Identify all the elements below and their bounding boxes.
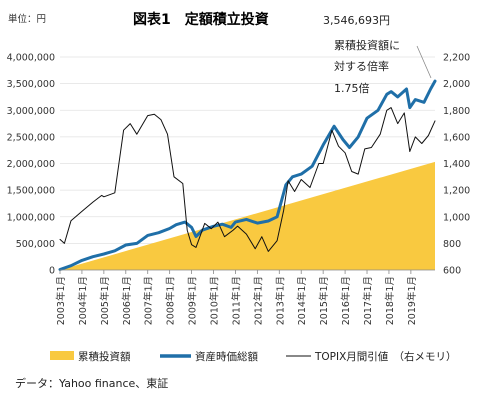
y-right-tick-label: 1,600 [443,132,470,143]
y-left-tick-label: 3,000,000 [7,106,55,117]
right-axis: 600 800 1,000 1,200 1,400 1,600 1,800 2,000 2,20… [443,53,470,277]
y-left-tick-label: 0 [49,266,55,277]
legend: 累積投資額 資産時価総額 TOPIX月間引値 （右メモリ） [50,350,457,363]
chart-title: 図表1 定額積立投資 [133,11,269,28]
y-right-tick-label: 2,000 [443,79,470,90]
y-left-tick-label: 500,000 [16,239,55,250]
x-tick-label: 2016年1月 [340,276,352,325]
x-tick-label: 2004年1月 [77,276,89,325]
y-right-tick-label: 1,200 [443,186,470,197]
y-right-tick-label: 2,200 [443,53,470,64]
x-tick-label: 2018年1月 [384,276,396,325]
series-asset-value-line [58,79,437,271]
x-tick-label: 2008年1月 [165,276,177,325]
y-left-tick-label: 1,500,000 [7,186,55,197]
y-left-tick-label: 3,500,000 [7,79,55,90]
y-left-tick-label: 4,000,000 [7,53,55,64]
annotation-multiple: 1.75倍 [334,81,370,95]
x-tick-label: 2010年1月 [209,276,221,325]
x-tick-label: 2003年1月 [55,276,67,325]
x-tick-label: 2013年1月 [274,276,286,325]
annotation-final-value: 3,546,693円 [323,14,390,27]
series-topix-line [59,107,436,252]
x-tick-label: 2011年1月 [230,276,242,325]
x-tick-label: 2009年1月 [187,276,199,325]
y-left-tick-label: 1,000,000 [7,212,55,223]
y-right-tick-label: 800 [443,239,461,250]
annotation-line-1: 累積投資額に [334,38,400,52]
y-right-tick-label: 600 [443,266,461,277]
x-tick-label: 2007年1月 [143,276,155,325]
legend-label-asset: 資産時価総額 [195,350,258,363]
x-tick-label: 2012年1月 [252,276,264,325]
x-tick-label: 2019年1月 [406,276,418,325]
y-right-tick-label: 1,800 [443,106,470,117]
annotation-line-2: 対する倍率 [334,59,389,73]
unit-label: 単位：円 [8,13,46,25]
x-tick-label: 2005年1月 [99,276,111,325]
legend-label-cumulative: 累積投資額 [78,350,131,363]
legend-swatch-cumulative [50,351,74,360]
x-tick-label: 2006年1月 [121,276,133,325]
series-cumulative-investment-area [60,161,435,270]
y-right-tick-label: 1,400 [443,159,470,170]
x-tick-label: 2015年1月 [318,276,330,325]
source-note: データ：Yahoo finance、東証 [15,376,168,390]
legend-label-topix: TOPIX月間引値 （右メモリ） [314,350,457,363]
y-left-tick-label: 2,000,000 [7,159,55,170]
left-axis: 0 500,000 1,000,000 1,500,000 2,000,000 2,500… [7,53,55,277]
x-tick-label: 2014年1月 [296,276,308,325]
x-tick-label: 2017年1月 [362,276,374,325]
plot-area [58,79,437,271]
y-right-tick-label: 1,000 [443,212,470,223]
y-left-tick-label: 2,500,000 [7,132,55,143]
annotation-leader [416,45,432,79]
x-axis: 2003年1月 2004年1月 2005年1月 2006年1月 2007年1月 2008年… [55,269,435,325]
